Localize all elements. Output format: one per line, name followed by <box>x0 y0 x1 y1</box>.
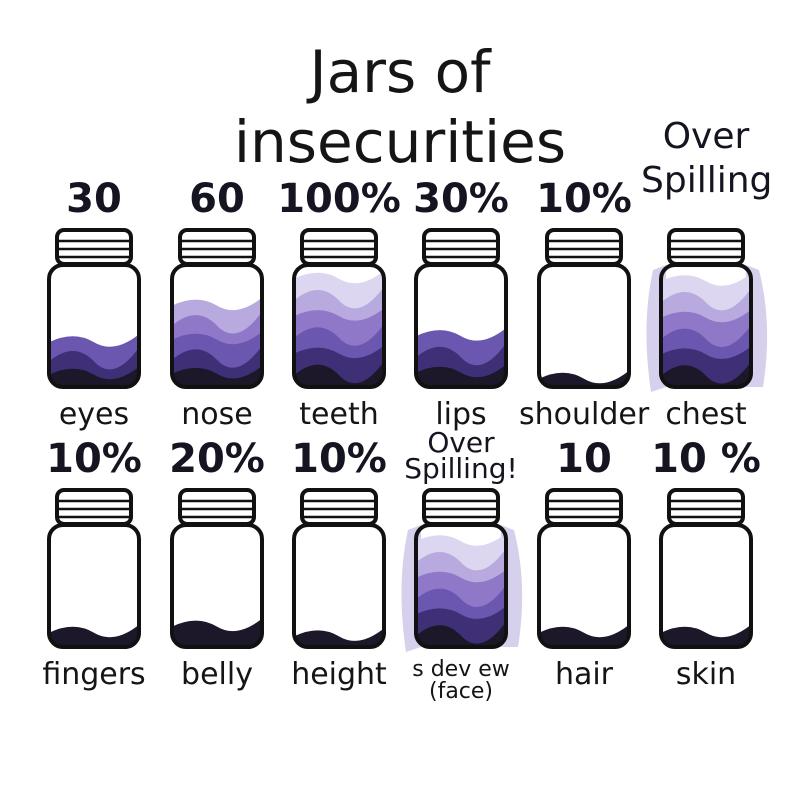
liquid-layer <box>539 370 629 387</box>
jar-body <box>292 523 386 649</box>
liquid-layer <box>416 364 506 387</box>
jar-lid <box>422 488 500 526</box>
jar-label: s dev ew (face) <box>412 657 510 704</box>
jar-label: nose <box>181 397 253 432</box>
jar-label: chest <box>665 397 747 432</box>
title-line-2: insecurities <box>233 108 567 176</box>
jar-lid <box>300 488 378 526</box>
jar-contents <box>661 624 751 647</box>
jar-amount: 10% <box>536 176 632 222</box>
liquid-layer <box>416 621 506 647</box>
liquid-layer <box>294 361 384 387</box>
jar-teeth <box>292 228 386 389</box>
jar-chest <box>646 228 768 392</box>
jar-eyes <box>47 228 141 389</box>
spill <box>401 525 523 652</box>
liquid-layer <box>49 366 139 387</box>
liquid-layer <box>172 618 262 647</box>
jar-belly <box>170 488 264 649</box>
jar-lid <box>55 228 133 266</box>
jar-contents <box>49 624 139 647</box>
jar-contents <box>294 270 384 387</box>
jar-contents <box>539 370 629 387</box>
liquid-layer <box>661 361 751 387</box>
jar-lid <box>545 488 623 526</box>
jar-lid <box>545 228 623 266</box>
jar-amount: Over Spilling <box>641 116 773 201</box>
jar-lid <box>422 228 500 266</box>
jar-contents <box>416 533 506 647</box>
jar-height <box>292 488 386 649</box>
jar-label: skin <box>675 657 737 692</box>
jar-hair <box>537 488 631 649</box>
jar-label: height <box>291 657 387 692</box>
jar-lid <box>667 228 745 266</box>
jar-lips <box>414 228 508 389</box>
jar-amount: 10% <box>46 436 142 482</box>
jar-shoulder <box>537 228 631 389</box>
jar-amount: Over Spilling! <box>404 426 518 485</box>
jar-contents <box>661 273 751 387</box>
jar-amount: 10 % <box>651 436 761 482</box>
jar-label: lips <box>435 397 487 432</box>
jar-skin <box>659 488 753 649</box>
jar-contents <box>172 618 262 647</box>
liquid-layer <box>294 628 384 647</box>
jar-amount: 10% <box>291 436 387 482</box>
spill <box>646 265 768 392</box>
jar-label: fingers <box>42 657 146 692</box>
jar-nose <box>170 228 264 389</box>
liquid-layer <box>172 365 262 387</box>
jar-label: belly <box>181 657 253 692</box>
jar-label: teeth <box>299 397 379 432</box>
liquid-layer <box>49 624 139 647</box>
jar-amount: 10 <box>556 436 612 482</box>
jar-lid <box>667 488 745 526</box>
jar-label: hair <box>554 657 614 692</box>
jar-body <box>537 263 631 389</box>
jar-contents <box>294 628 384 647</box>
jar-amount: 100% <box>277 176 401 222</box>
jar-fingers <box>47 488 141 649</box>
liquid-layer <box>661 624 751 647</box>
jar-amount: 30 <box>66 176 122 222</box>
jar-contents <box>49 334 139 387</box>
jar-amount: 20% <box>169 436 265 482</box>
liquid-layer <box>539 624 629 647</box>
jar-contents <box>416 328 506 387</box>
jar-lid <box>178 488 256 526</box>
jar-s <box>401 488 523 652</box>
jar-label: shoulder <box>519 397 650 432</box>
jar-contents <box>172 297 262 387</box>
jar-lid <box>55 488 133 526</box>
title-line-1: Jars of <box>309 38 491 106</box>
jar-amount: 60 <box>189 176 245 222</box>
jar-lid <box>300 228 378 266</box>
jar-amount: 30% <box>413 176 509 222</box>
jar-contents <box>539 624 629 647</box>
jar-label: eyes <box>58 397 130 432</box>
jar-lid <box>178 228 256 266</box>
